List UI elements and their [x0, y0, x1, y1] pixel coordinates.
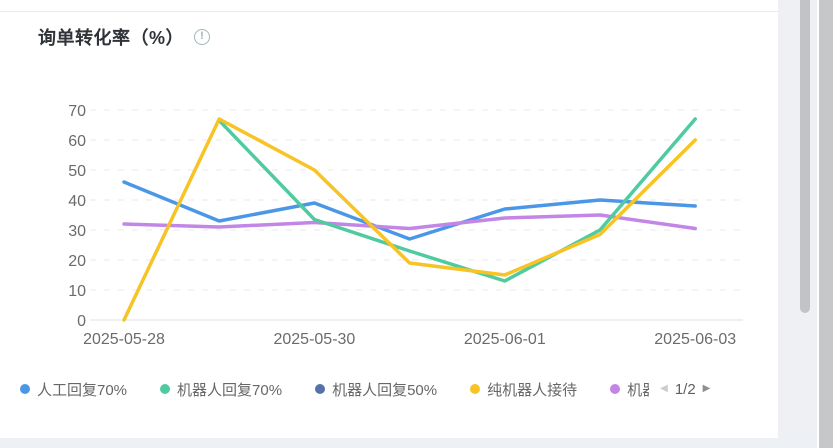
- legend-item[interactable]: 机器人回复50%: [315, 379, 437, 400]
- x-axis-tick-label: 2025-05-30: [273, 331, 355, 348]
- chart-legend: 人工回复70% 机器人回复70% 机器人回复50% 纯机器人接待 机器 ◀ 1/2 ▶: [20, 378, 775, 400]
- legend-label: 机器: [627, 381, 649, 399]
- legend-label: 机器人回复70%: [177, 381, 283, 399]
- vertical-scrollbar-thumb[interactable]: [800, 0, 810, 313]
- legend-item[interactable]: 机器人回复70%: [160, 379, 282, 400]
- y-axis-tick-label: 50: [68, 163, 86, 180]
- y-axis-tick-label: 60: [68, 133, 86, 150]
- line-chart-area[interactable]: 0 10 20 30 40 50 60 70 2025-05-28 2025-05-30 2025-…: [0, 0, 780, 360]
- legend-dot-icon: [610, 384, 621, 394]
- legend-label: 机器人回复50%: [332, 381, 438, 399]
- y-axis-tick-label: 40: [68, 193, 86, 210]
- right-edge-strip: [819, 0, 833, 448]
- legend-item[interactable]: 纯机器人接待: [470, 379, 577, 400]
- legend-label: 人工回复70%: [37, 381, 128, 399]
- series-line-0[interactable]: [122, 180, 697, 241]
- legend-item[interactable]: 人工回复70%: [20, 379, 127, 400]
- y-axis-tick-label: 70: [68, 103, 86, 120]
- page-background-right: [778, 0, 817, 448]
- x-axis-tick-label: 2025-06-01: [464, 331, 546, 348]
- y-axis-tick-label: 30: [68, 223, 86, 240]
- series-line-1[interactable]: [217, 117, 697, 283]
- chart-card: 询单转化率（%） ! 0 10 20 30 40 50 60 70 2025-05-28 2025…: [0, 0, 780, 400]
- x-axis-tick-label: 2025-06-03: [654, 331, 736, 348]
- legend-dot-icon: [20, 384, 30, 394]
- legend-page-indicator: 1/2: [674, 380, 696, 398]
- card-top-border: [0, 11, 778, 12]
- chart-header: 询单转化率（%） !: [38, 24, 211, 50]
- y-axis-tick-label: 10: [68, 283, 86, 300]
- series-line-4[interactable]: [122, 213, 697, 231]
- y-axis-tick-label: 20: [68, 253, 86, 270]
- legend-next-page-icon[interactable]: ▶: [702, 383, 711, 394]
- legend-dot-icon: [470, 384, 481, 394]
- legend-prev-page-icon[interactable]: ◀: [660, 383, 668, 394]
- y-axis-tick-label: 0: [77, 313, 86, 330]
- info-circle-icon[interactable]: !: [194, 29, 211, 45]
- legend-item[interactable]: 机器: [610, 379, 649, 400]
- legend-pagination: ◀ 1/2 ▶: [657, 379, 713, 399]
- series-line-3[interactable]: [122, 117, 697, 322]
- x-axis-tick-label: 2025-05-28: [83, 331, 165, 348]
- chart-title: 询单转化率（%）: [38, 28, 185, 48]
- legend-label: 纯机器人接待: [487, 381, 578, 399]
- page-background-bottom: [0, 438, 817, 448]
- divider-gap: [817, 0, 819, 448]
- legend-dot-icon: [315, 384, 326, 394]
- line-chart-svg[interactable]: 0 10 20 30 40 50 60 70 2025-05-28 2025-05-30 2025-…: [0, 0, 780, 360]
- legend-dot-icon: [160, 384, 171, 394]
